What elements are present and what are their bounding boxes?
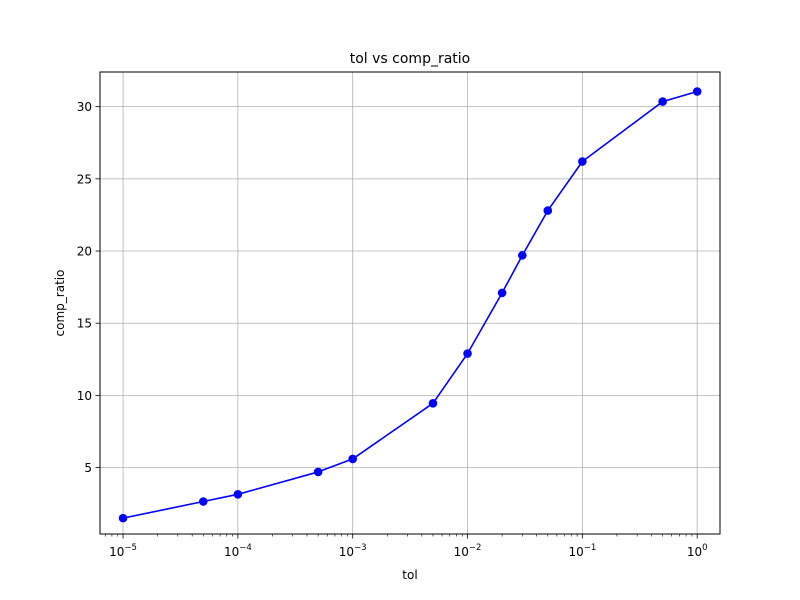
y-axis-label: comp_ratio	[53, 270, 67, 337]
y-tick-label: 25	[77, 172, 92, 186]
y-tick-label: 30	[77, 100, 92, 114]
x-axis: 10−5 10−4 10−3 10−2 10−1 100	[104, 534, 708, 559]
data-point	[428, 399, 438, 408]
y-tick-label: 20	[77, 245, 92, 259]
data-point	[463, 349, 472, 358]
data-point	[692, 87, 702, 96]
data-point	[233, 489, 243, 499]
data-point	[199, 497, 208, 506]
y-tick-label: 10	[77, 389, 92, 403]
data-point	[543, 206, 553, 215]
data-point	[348, 454, 358, 464]
y-axis: 5 10 15 20 25 30	[77, 100, 100, 475]
data-point	[313, 467, 323, 477]
x-tick-label: 100	[687, 543, 708, 559]
plot-area-frame	[99, 71, 721, 535]
x-tick-label: 10−2	[454, 543, 482, 559]
y-tick-label: 15	[77, 317, 92, 331]
y-tick-label: 5	[84, 461, 92, 475]
data-point	[578, 157, 587, 166]
data-point	[497, 288, 507, 298]
x-tick-label: 10−3	[339, 543, 367, 559]
x-tick-label: 10−4	[224, 543, 252, 559]
series-layer	[118, 87, 702, 523]
x-tick-label: 10−1	[568, 543, 596, 559]
x-tick-label: 10−5	[109, 543, 137, 559]
grid	[100, 72, 720, 534]
data-point	[658, 97, 667, 106]
x-axis-label: tol	[402, 568, 417, 582]
chart-title: tol vs comp_ratio	[350, 51, 471, 67]
data-point	[518, 251, 527, 260]
data-point	[118, 513, 128, 523]
